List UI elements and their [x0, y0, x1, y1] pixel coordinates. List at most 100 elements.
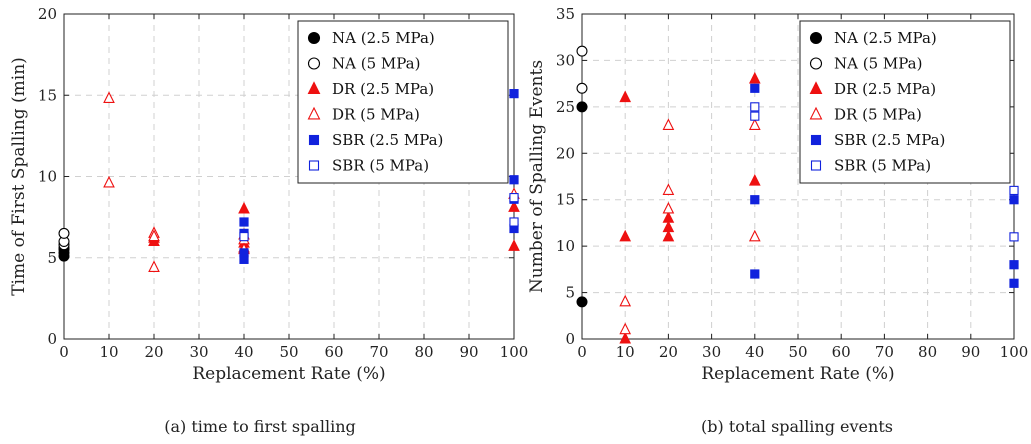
data-point: [508, 200, 520, 212]
data-point: [509, 175, 519, 185]
figure-caption: (b) total spalling events: [701, 417, 893, 436]
x-tick-label: 60: [832, 343, 851, 361]
data-point: [662, 229, 675, 242]
legend-entry: SBR (5 MPa): [834, 157, 931, 175]
x-tick-label: 80: [414, 343, 433, 361]
data-point: [1009, 185, 1019, 196]
legend-entry: SBR (2.5 MPa): [834, 131, 945, 149]
x-tick-label: 50: [279, 343, 298, 361]
y-tick-label: 10: [38, 168, 57, 186]
data-point: [509, 193, 519, 203]
y-axis-title: Time of First Spalling (min): [9, 57, 29, 296]
data-point: [58, 227, 70, 239]
y-tick-label: 20: [556, 144, 575, 162]
data-point: [103, 175, 115, 188]
legend-entry: NA (5 MPa): [332, 55, 420, 73]
legend-marker: [809, 57, 823, 70]
data-point: [1009, 232, 1019, 242]
chart-panel-a: 0 10 20 30 40 50 60 70 80 90 100 0 5 10 15 20 Replacemen…: [9, 5, 528, 436]
x-tick-label: 40: [745, 343, 764, 361]
series-sbr-5-mpa: [239, 193, 519, 242]
x-tick-label: 40: [234, 343, 253, 361]
data-point: [1009, 260, 1019, 270]
data-point: [576, 101, 588, 113]
data-point: [619, 322, 632, 335]
data-point: [748, 229, 761, 242]
legend: NA (2.5 MPa) NA (5 MPa) DR (2.5 MPa) DR (5 …: [799, 20, 1011, 184]
data-point: [509, 217, 519, 227]
data-point: [750, 83, 760, 93]
data-point: [750, 102, 760, 112]
legend-box: [297, 20, 509, 184]
data-point: [239, 248, 249, 258]
data-point: [1009, 195, 1019, 205]
legend-entry: SBR (2.5 MPa): [332, 131, 443, 149]
data-point: [619, 229, 632, 242]
data-point: [239, 232, 249, 242]
data-point: [619, 331, 632, 344]
y-tick-label: 25: [556, 98, 575, 116]
data-point: [148, 260, 160, 273]
series-na-5-mpa: [58, 227, 70, 251]
legend-entry: DR (2.5 MPa): [834, 80, 936, 98]
x-tick-label: 100: [500, 343, 529, 361]
data-point: [576, 296, 588, 308]
series-na-5-mpa: [576, 45, 588, 94]
x-tick-label: 70: [369, 343, 388, 361]
data-point: [662, 183, 675, 195]
legend-entry: DR (5 MPa): [332, 106, 420, 124]
legend-marker: [307, 81, 321, 94]
x-tick-label: 50: [788, 343, 807, 361]
y-tick-label: 0: [565, 330, 575, 348]
legend-entry: NA (2.5 MPa): [332, 29, 435, 47]
data-point: [619, 90, 632, 103]
x-tick-label: 10: [616, 343, 635, 361]
y-tick-label: 15: [38, 86, 57, 104]
data-point: [662, 118, 675, 130]
y-axis-title: Number of Spalling Events: [527, 60, 547, 293]
legend-entry: NA (2.5 MPa): [834, 29, 937, 47]
x-tick-label: 60: [324, 343, 343, 361]
legend: NA (2.5 MPa) NA (5 MPa) DR (2.5 MPa) DR (5 …: [297, 20, 509, 184]
data-point: [748, 174, 761, 186]
legend-marker: [307, 106, 321, 120]
series-sbr-5-mpa: [750, 102, 1019, 242]
data-point: [239, 217, 249, 227]
y-tick-label: 5: [47, 249, 57, 267]
series-dr-2-5-mpa: [619, 71, 761, 344]
x-tick-label: 0: [59, 343, 69, 361]
legend-entry: NA (5 MPa): [834, 55, 922, 73]
data-point: [508, 239, 520, 251]
legend-marker: [308, 160, 320, 171]
series-sbr-2-5-mpa: [750, 83, 1019, 288]
chart-panel-b: 0 10 20 30 40 50 60 70 80 90 100 0 5 10 15 20 25 30 35 Repl…: [527, 5, 1028, 436]
x-axis-title: Replacement Rate (%): [701, 364, 894, 384]
data-point: [1009, 278, 1019, 288]
x-tick-label: 30: [189, 343, 208, 361]
data-point: [748, 71, 761, 84]
x-tick-label: 80: [918, 343, 937, 361]
legend-marker: [307, 57, 321, 70]
data-point: [509, 89, 519, 99]
y-tick-label: 0: [47, 330, 57, 348]
legend-marker: [809, 81, 823, 94]
x-tick-label: 20: [659, 343, 678, 361]
legend-entry: DR (5 MPa): [834, 106, 922, 124]
series-dr-5-mpa: [619, 118, 761, 335]
data-point: [619, 294, 632, 307]
data-point: [576, 82, 588, 94]
x-tick-label: 100: [1000, 343, 1029, 361]
legend-marker: [810, 134, 822, 146]
data-point: [148, 229, 160, 242]
x-tick-label: 0: [577, 343, 587, 361]
data-point: [576, 45, 588, 57]
y-tick-label: 30: [556, 51, 575, 69]
y-tick-label: 10: [556, 237, 575, 255]
data-point: [103, 91, 115, 104]
data-point: [748, 118, 761, 130]
legend-marker: [810, 160, 822, 171]
x-tick-label: 70: [875, 343, 894, 361]
x-tick-label: 20: [144, 343, 163, 361]
